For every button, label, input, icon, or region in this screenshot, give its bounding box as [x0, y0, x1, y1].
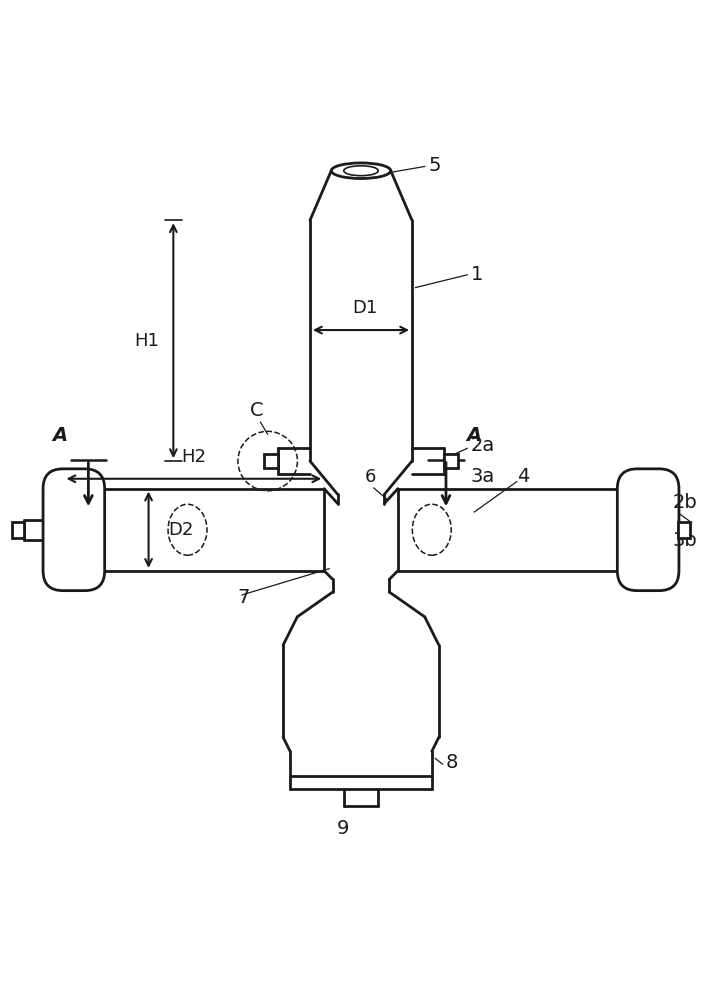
Text: A: A — [466, 426, 482, 445]
Ellipse shape — [344, 166, 378, 176]
Text: 4: 4 — [517, 467, 529, 486]
FancyBboxPatch shape — [678, 522, 690, 538]
Text: 7: 7 — [237, 588, 250, 607]
Text: 2a: 2a — [471, 436, 495, 455]
Text: A: A — [53, 426, 68, 445]
Text: 8: 8 — [446, 753, 458, 772]
Text: 6: 6 — [365, 468, 376, 486]
Text: 5: 5 — [428, 156, 440, 175]
Text: H1: H1 — [134, 332, 159, 350]
Text: C: C — [250, 401, 264, 420]
FancyBboxPatch shape — [617, 469, 679, 591]
Ellipse shape — [331, 163, 391, 179]
Text: 3a: 3a — [471, 467, 495, 486]
Text: D2: D2 — [168, 521, 193, 539]
Text: H2: H2 — [181, 448, 206, 466]
FancyBboxPatch shape — [12, 522, 24, 538]
Text: 2b: 2b — [673, 493, 697, 512]
FancyBboxPatch shape — [43, 469, 105, 591]
Text: D1: D1 — [352, 299, 377, 317]
FancyBboxPatch shape — [444, 454, 458, 468]
Text: 1: 1 — [471, 265, 483, 284]
FancyBboxPatch shape — [264, 454, 278, 468]
Text: 9: 9 — [337, 819, 349, 838]
Text: 3b: 3b — [673, 531, 697, 550]
